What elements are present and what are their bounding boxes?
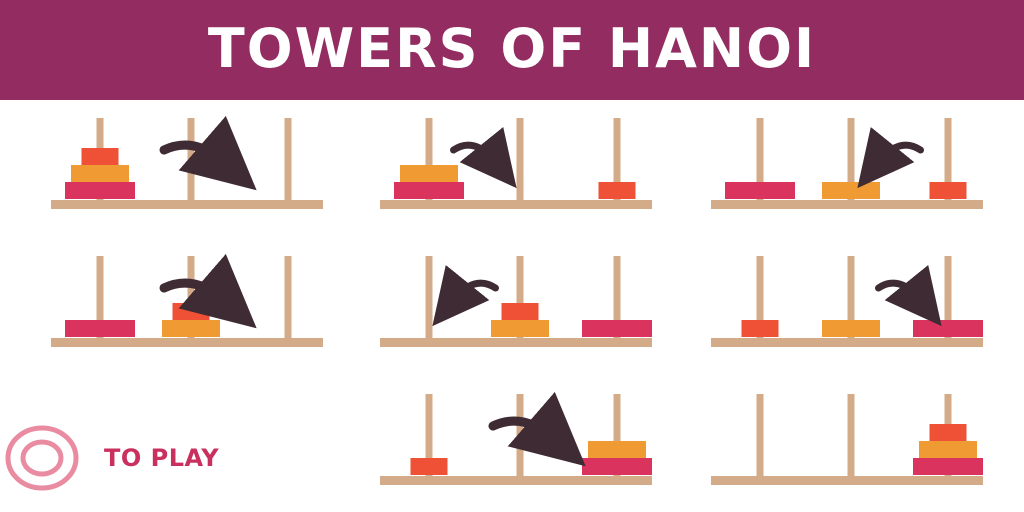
peg-1 xyxy=(425,394,433,476)
peg-1 xyxy=(425,256,433,338)
step-panel-1 xyxy=(51,115,323,209)
peg-2 xyxy=(847,394,855,476)
disk-small xyxy=(172,303,210,320)
disk-large xyxy=(394,182,464,199)
tower-base xyxy=(711,338,983,347)
peg-3 xyxy=(613,256,621,338)
play-button[interactable]: TO PLAY xyxy=(4,420,244,496)
step-panel-7 xyxy=(380,391,652,485)
step-panel-4 xyxy=(51,253,323,347)
disk-medium xyxy=(71,165,129,182)
disk-small xyxy=(598,182,636,199)
step-panel-2 xyxy=(380,118,652,209)
double-ring-icon xyxy=(5,425,79,491)
disk-small xyxy=(81,148,119,165)
peg-1 xyxy=(756,394,764,476)
peg-1 xyxy=(756,256,764,338)
step-panel-8 xyxy=(711,394,983,485)
disk-medium xyxy=(822,182,880,199)
peg-2 xyxy=(847,256,855,338)
disk-small xyxy=(929,424,967,441)
peg-2 xyxy=(847,118,855,200)
peg-3 xyxy=(613,394,621,476)
disk-large xyxy=(582,320,652,337)
move-arrow-icon xyxy=(159,253,257,329)
disk-medium xyxy=(491,320,549,337)
tower-base xyxy=(711,476,983,485)
tower-base xyxy=(380,200,652,209)
title-banner: TOWERS OF HANOI xyxy=(0,0,1024,100)
disk-medium xyxy=(822,320,880,337)
disk-small xyxy=(929,182,967,199)
disk-large xyxy=(582,458,652,475)
peg-1 xyxy=(425,118,433,200)
peg-2 xyxy=(187,118,195,200)
disk-medium xyxy=(919,441,977,458)
disk-medium xyxy=(588,441,646,458)
move-arrow-icon xyxy=(488,391,586,467)
peg-1 xyxy=(96,256,104,338)
step-panel-3 xyxy=(711,118,983,209)
peg-2 xyxy=(516,394,524,476)
game-title: TOWERS OF HANOI xyxy=(207,16,817,80)
move-arrow-icon xyxy=(875,264,942,327)
disk-small xyxy=(741,320,779,337)
disk-large xyxy=(725,182,795,199)
disk-medium xyxy=(162,320,220,337)
disk-large xyxy=(65,320,135,337)
tower-base xyxy=(711,200,983,209)
move-arrow-icon xyxy=(432,264,499,327)
peg-2 xyxy=(516,118,524,200)
peg-1 xyxy=(756,118,764,200)
disk-large xyxy=(913,458,983,475)
tower-base xyxy=(380,476,652,485)
tower-base xyxy=(51,338,323,347)
peg-3 xyxy=(613,118,621,200)
step-panel-5 xyxy=(380,256,652,347)
peg-2 xyxy=(516,256,524,338)
move-arrow-icon xyxy=(857,126,924,189)
move-arrow-icon xyxy=(450,126,517,189)
disk-large xyxy=(65,182,135,199)
disk-small xyxy=(410,458,448,475)
peg-3 xyxy=(284,118,292,200)
play-label: TO PLAY xyxy=(104,444,220,472)
disk-medium xyxy=(400,165,458,182)
move-arrow-icon xyxy=(159,115,257,191)
disk-large xyxy=(913,320,983,337)
peg-3 xyxy=(944,118,952,200)
disk-small xyxy=(501,303,539,320)
step-panel-6 xyxy=(711,256,983,347)
tower-base xyxy=(51,200,323,209)
peg-3 xyxy=(284,256,292,338)
tower-base xyxy=(380,338,652,347)
peg-3 xyxy=(944,256,952,338)
